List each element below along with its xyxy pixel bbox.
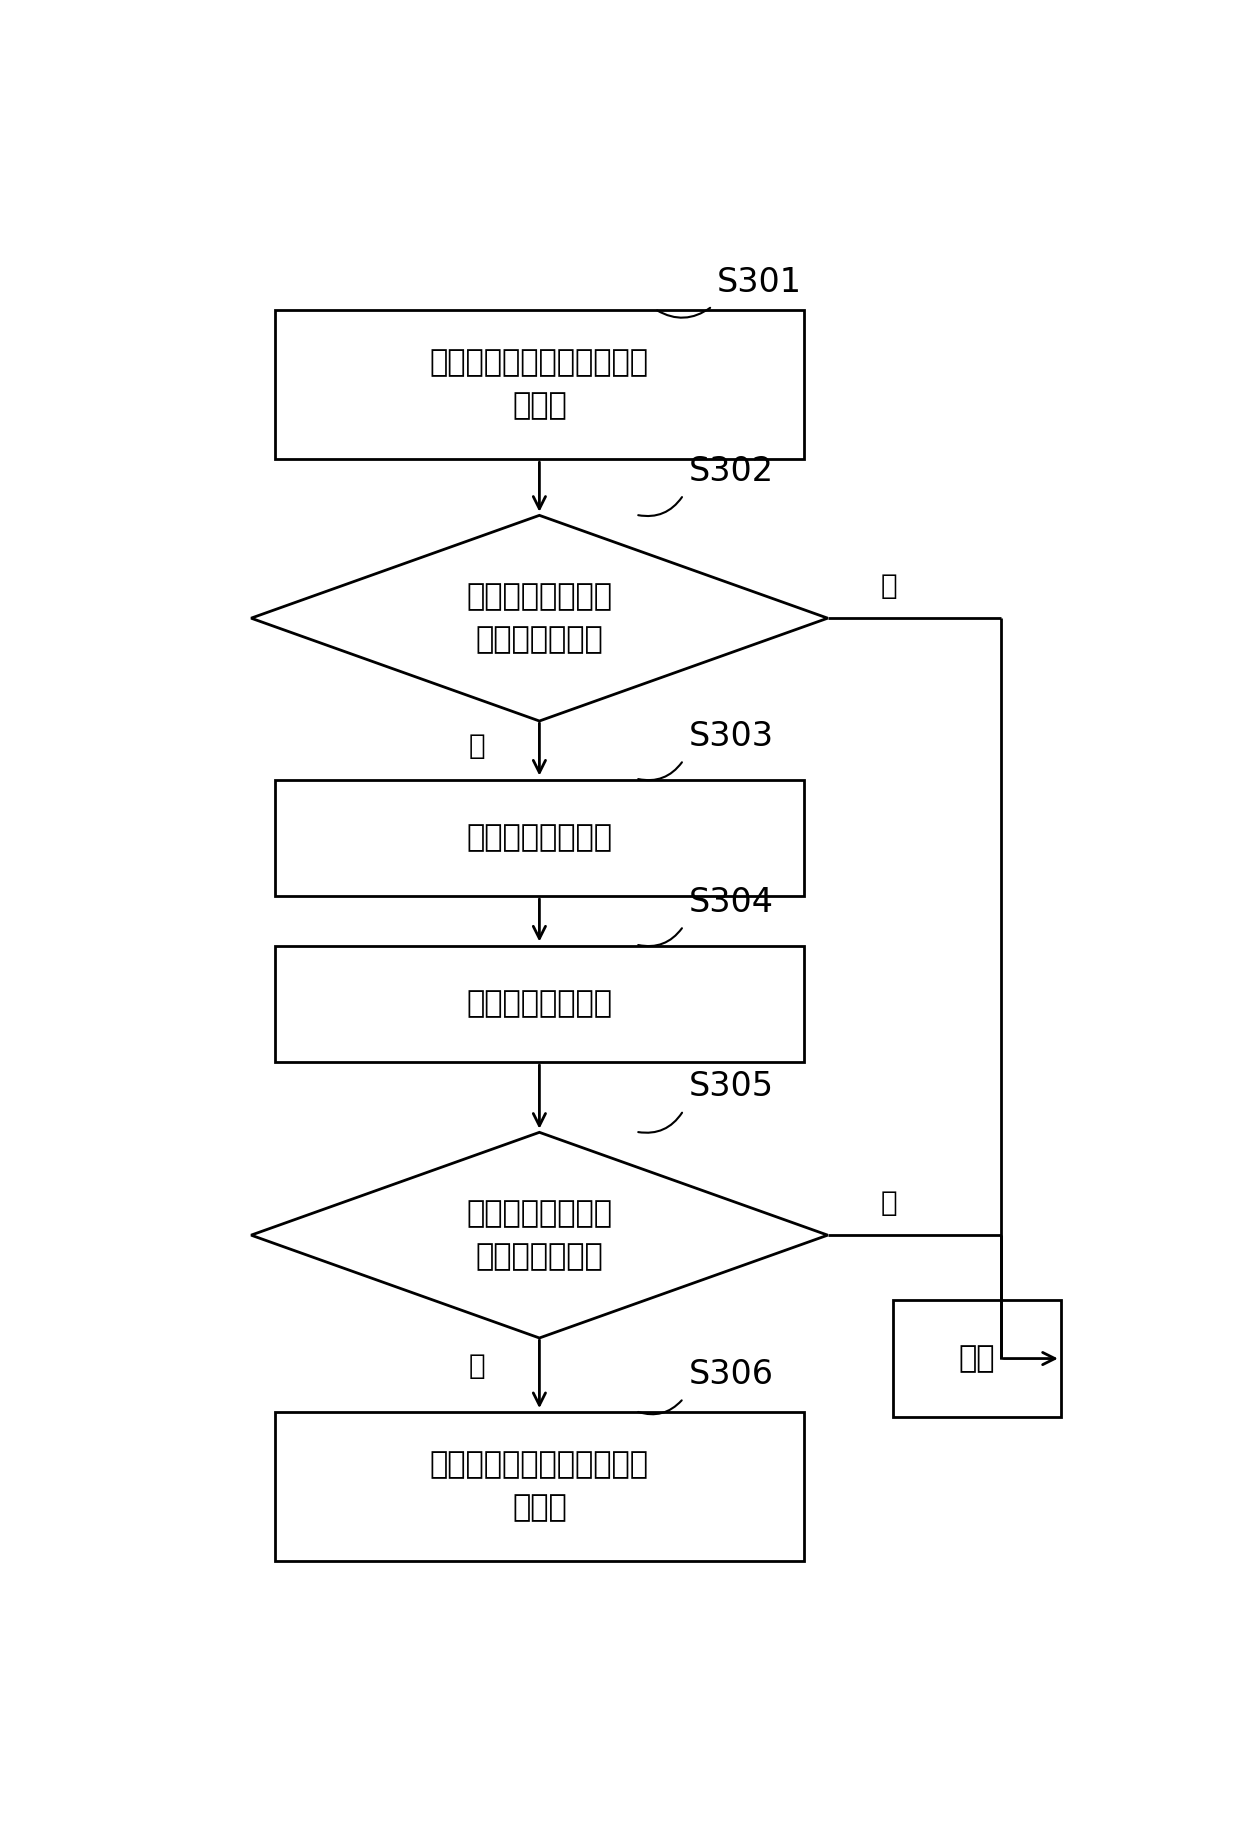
Polygon shape — [250, 516, 828, 720]
Text: S301: S301 — [717, 265, 802, 298]
Text: S306: S306 — [688, 1358, 774, 1391]
Text: S303: S303 — [688, 720, 774, 753]
Text: S305: S305 — [688, 1070, 774, 1103]
Bar — [275, 1411, 804, 1560]
Bar — [275, 309, 804, 459]
Text: S302: S302 — [688, 455, 774, 488]
Text: 否: 否 — [880, 1188, 898, 1216]
Text: 是: 是 — [469, 1352, 485, 1380]
Polygon shape — [250, 1133, 828, 1337]
Text: 否: 否 — [880, 571, 898, 599]
Text: 是: 是 — [469, 731, 485, 761]
Bar — [275, 779, 804, 897]
Text: 结束: 结束 — [959, 1345, 994, 1372]
Text: S304: S304 — [688, 886, 774, 919]
Text: 增加排气泵的电流: 增加排气泵的电流 — [466, 823, 613, 853]
Text: 判断腔室内的气压
是否高于预定值: 判断腔室内的气压 是否高于预定值 — [466, 582, 613, 654]
Bar — [275, 945, 804, 1063]
Text: 检测排气泵的电流: 检测排气泵的电流 — [466, 989, 613, 1019]
Text: 判断排气泵的电流
是否大于预设值: 判断排气泵的电流 是否大于预设值 — [466, 1199, 613, 1271]
Bar — [893, 1300, 1060, 1416]
Text: 控制开关阀关闭并打开备用
开关阀: 控制开关阀关闭并打开备用 开关阀 — [430, 1450, 649, 1521]
Text: 控制气压感测器感测腔室内
的气压: 控制气压感测器感测腔室内 的气压 — [430, 348, 649, 420]
